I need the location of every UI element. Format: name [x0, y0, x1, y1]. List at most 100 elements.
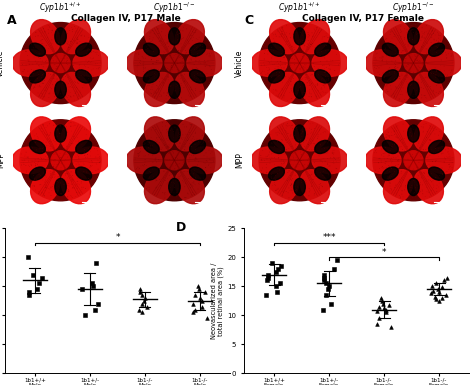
Point — [284, 121, 292, 127]
Point — [312, 84, 319, 90]
Point — [319, 169, 327, 175]
Point — [308, 94, 315, 100]
Point — [277, 147, 284, 154]
Point — [84, 45, 92, 52]
Point — [313, 164, 321, 170]
Point — [35, 159, 43, 165]
Point — [309, 43, 317, 49]
Point — [288, 144, 296, 150]
Point — [414, 97, 421, 103]
Point — [435, 132, 442, 138]
Point — [396, 73, 403, 79]
Point — [391, 69, 398, 75]
Point — [84, 47, 91, 53]
Point — [153, 184, 160, 190]
Point — [409, 74, 417, 80]
Point — [326, 283, 333, 290]
Point — [384, 153, 392, 159]
Point — [139, 44, 146, 50]
Point — [61, 196, 68, 202]
Point — [174, 73, 182, 79]
Point — [447, 48, 455, 54]
Point — [416, 189, 424, 195]
Point — [57, 191, 65, 197]
Point — [46, 186, 54, 192]
Point — [74, 138, 82, 144]
Point — [206, 51, 213, 57]
Point — [46, 132, 53, 139]
Point — [66, 137, 73, 143]
Point — [324, 146, 332, 152]
Point — [173, 176, 181, 182]
Point — [27, 77, 34, 83]
Point — [263, 177, 271, 183]
Point — [324, 146, 331, 152]
Point — [276, 34, 284, 40]
Point — [157, 55, 165, 62]
Ellipse shape — [270, 170, 299, 204]
Point — [381, 305, 388, 311]
Point — [299, 54, 306, 60]
Point — [404, 81, 411, 87]
Point — [429, 67, 437, 73]
Point — [181, 164, 189, 170]
Ellipse shape — [126, 50, 162, 76]
Point — [77, 150, 85, 156]
Point — [420, 169, 428, 176]
Point — [322, 292, 329, 298]
Point — [86, 171, 94, 177]
Point — [398, 151, 405, 157]
Point — [187, 56, 195, 62]
Point — [304, 82, 312, 89]
Point — [191, 173, 199, 179]
Point — [77, 159, 85, 165]
Point — [289, 176, 296, 182]
Point — [42, 167, 50, 174]
Ellipse shape — [187, 147, 223, 174]
Point — [441, 156, 449, 162]
Point — [439, 135, 447, 141]
Point — [65, 45, 73, 51]
Point — [160, 178, 167, 184]
Point — [164, 94, 172, 100]
Point — [273, 88, 281, 94]
Point — [425, 70, 432, 76]
Point — [53, 77, 61, 83]
Point — [378, 146, 386, 152]
Point — [330, 74, 337, 80]
Point — [164, 40, 172, 46]
Point — [270, 47, 278, 54]
Point — [283, 35, 291, 41]
Point — [146, 33, 154, 39]
Point — [33, 78, 41, 84]
Point — [191, 169, 198, 175]
Point — [187, 175, 195, 181]
Point — [422, 29, 430, 35]
Point — [46, 131, 54, 137]
Point — [150, 30, 158, 37]
Point — [140, 163, 147, 169]
Point — [272, 156, 280, 162]
Point — [268, 40, 276, 46]
Point — [30, 85, 37, 91]
Point — [207, 151, 214, 157]
Point — [41, 187, 49, 194]
Point — [403, 51, 410, 57]
Point — [433, 68, 440, 74]
Point — [49, 181, 57, 187]
Point — [87, 59, 94, 65]
Point — [280, 166, 287, 172]
Point — [42, 58, 49, 64]
Point — [39, 72, 46, 78]
Point — [71, 165, 78, 171]
Point — [322, 176, 330, 182]
Point — [160, 52, 167, 58]
Point — [34, 76, 41, 82]
Point — [286, 31, 293, 37]
Point — [314, 42, 322, 49]
Point — [385, 147, 393, 154]
Point — [398, 60, 405, 66]
Point — [50, 51, 58, 57]
Point — [146, 186, 153, 192]
Point — [423, 22, 430, 28]
